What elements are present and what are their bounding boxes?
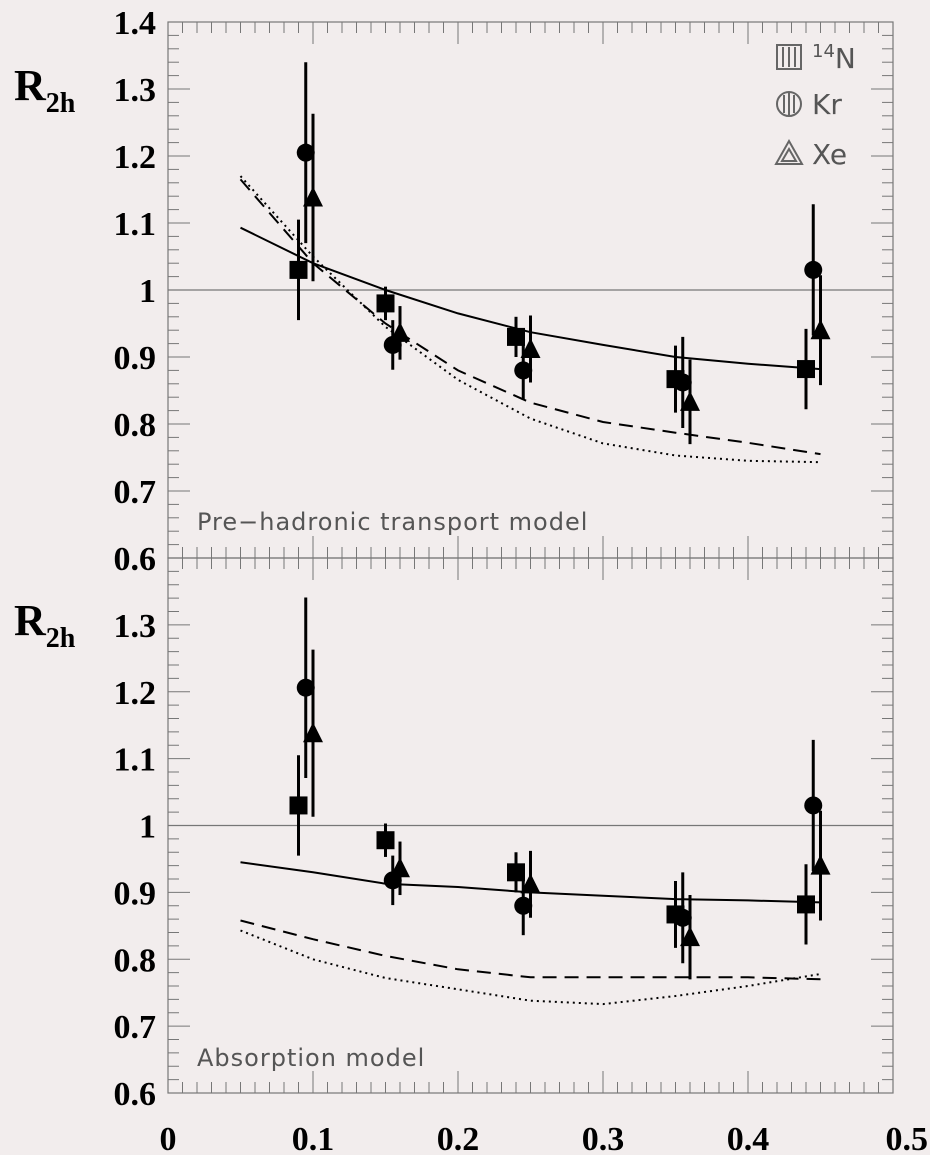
bottom-xtick-label: 0.3 [582,1121,625,1155]
top-point-circle [673,373,692,392]
top-ytick-label: 1.4 [114,5,157,42]
bottom-panel: 0.6 0.7 0.8 0.9 1 1.1 1.2 1.3 0 0.1 0.2 0.3 0.4 0.5 [114,557,929,1155]
legend-item-14n: 14N [776,41,856,75]
bottom-point-circle [514,896,533,915]
bottom-curve-dotted [240,929,821,1006]
bottom-point-triangle [303,722,323,743]
top-point-circle [804,260,823,279]
top-ytick-label: 1.3 [114,72,157,109]
top-ytick-label: 0.8 [114,407,157,444]
top-point-triangle [810,319,831,340]
top-point-triangle [520,337,541,358]
top-curve-dashed [239,178,821,456]
bottom-xtick-label: 0.5 [886,1121,929,1155]
bottom-curve-dashed [240,919,821,981]
legend-label-14n: 14N [812,41,856,75]
bottom-point-triangle [520,873,541,894]
bottom-ytick-label: 0.7 [114,1009,157,1046]
legend-label-xe: Xe [812,138,847,171]
top-ytick-label: 0.6 [114,541,157,578]
top-point-square [507,327,525,346]
top-point-square [376,294,395,313]
top-ytick-label: 1 [139,273,156,310]
legend: 14N Kr Xe [774,41,856,171]
bottom-ytick-label: 1.3 [114,608,157,645]
bottom-point-square [797,895,815,914]
top-ytick-label: 0.9 [114,340,157,377]
legend-item-xe: Xe [774,138,847,171]
bottom-point-triangle [390,857,410,878]
bottom-ytick-label: 1.1 [114,742,157,779]
bottom-ylabel: R2h [14,596,76,654]
top-ylabel: R2h [14,61,76,119]
top-point-square [289,260,308,279]
bottom-ytick-label: 1 [139,809,156,846]
legend-label-kr: Kr [812,88,842,121]
legend-triangle-icon [774,138,804,165]
bottom-panel-label: Absorption model [197,1044,425,1072]
legend-square-icon [776,44,802,70]
top-panel: 0.6 0.7 0.8 0.9 1 1.1 1.2 1.3 1.4 [114,5,894,578]
bottom-ytick-label: 0.9 [114,875,157,912]
bottom-point-square [289,796,308,815]
bottom-xtick-label: 0.1 [292,1121,335,1155]
bottom-point-square [507,863,525,882]
top-ytick-label: 0.7 [114,474,157,511]
bottom-point-triangle [680,926,700,947]
top-point-triangle [680,390,700,411]
legend-circle-icon [776,91,802,117]
bottom-point-triangle [810,854,831,875]
bottom-ytick-label: 1.2 [114,675,157,712]
bottom-xtick-label: 0.4 [727,1121,770,1155]
top-panel-label: Pre−hadronic transport model [197,508,588,536]
bottom-point-circle [673,908,692,927]
bottom-ytick-label: 0.8 [114,942,157,979]
bottom-ytick-label: 0.6 [114,1076,157,1113]
top-point-circle [296,143,315,162]
top-point-square [797,360,815,379]
top-point-triangle [390,321,410,342]
top-ytick-label: 1.1 [114,206,157,243]
top-point-circle [514,361,533,380]
bottom-point-circle [804,796,823,815]
top-ytick-label: 1.2 [114,139,157,176]
bottom-point-circle [296,678,315,697]
top-point-triangle [303,186,323,207]
bottom-xtick-label: 0.2 [437,1121,480,1155]
bottom-point-square [376,831,395,850]
legend-item-kr: Kr [776,88,842,121]
bottom-xtick-label: 0 [160,1121,177,1155]
